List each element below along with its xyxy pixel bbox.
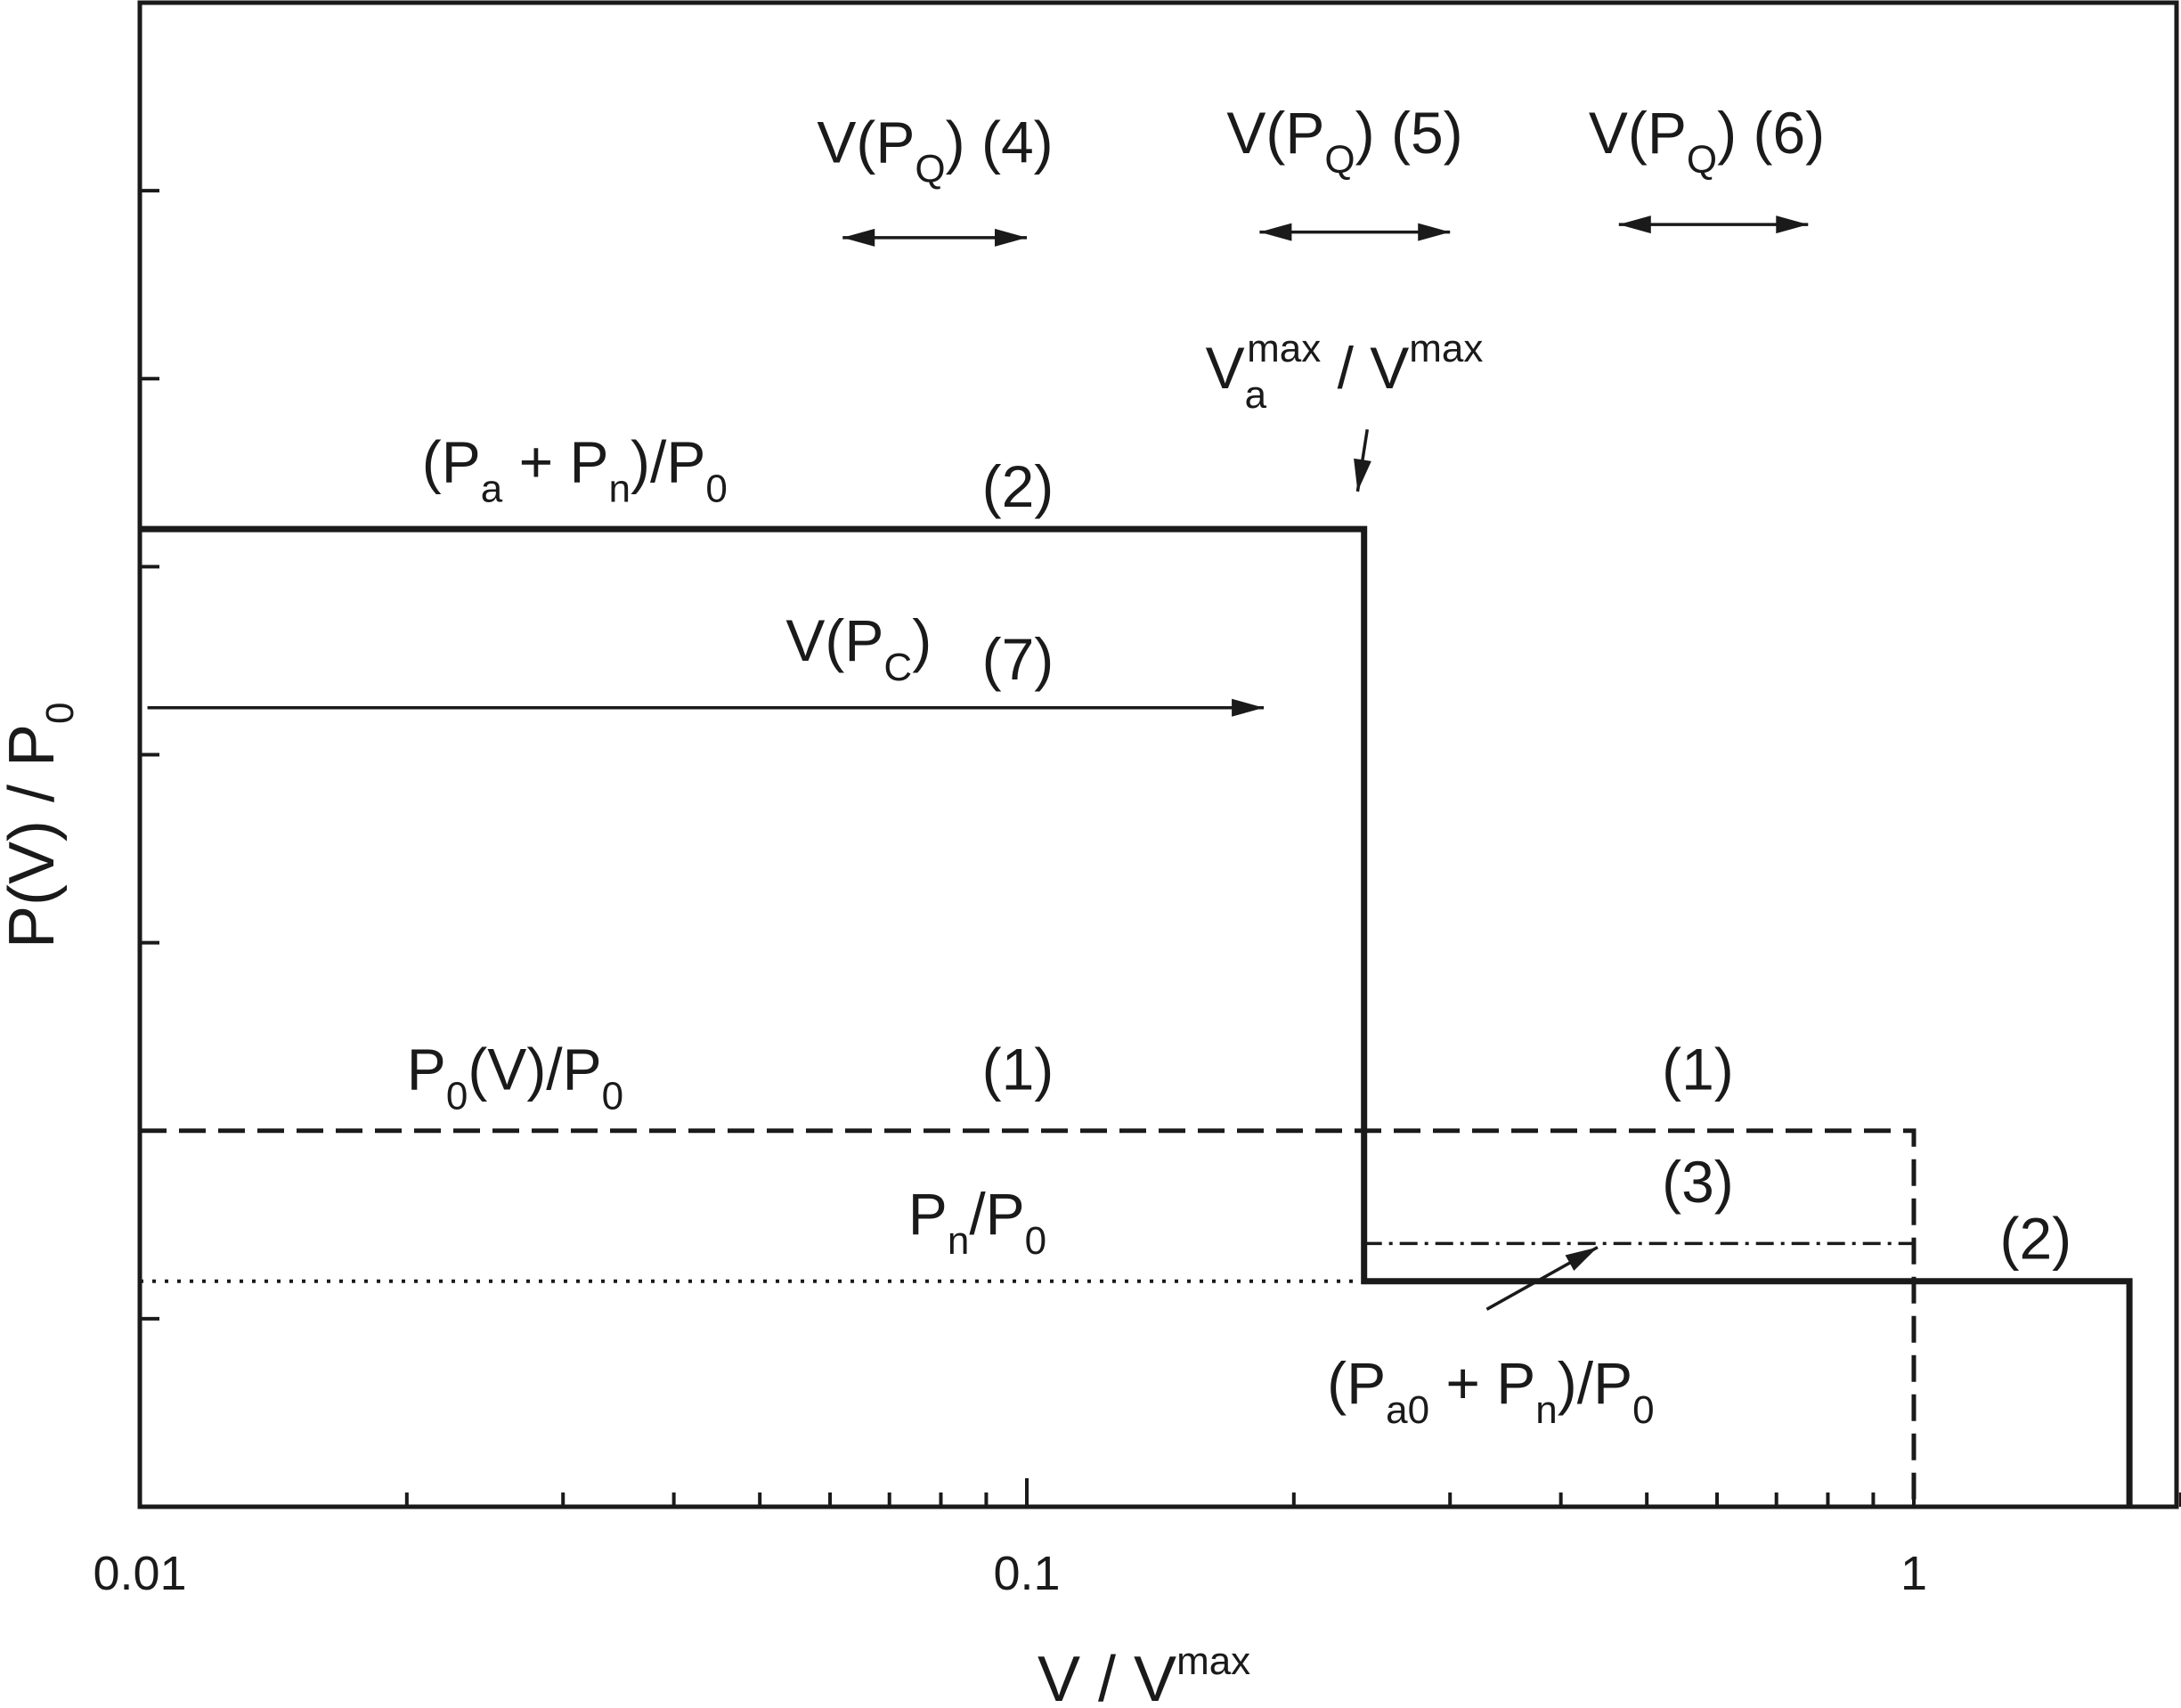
annotation-lab1a: (1) [982,1036,1054,1102]
x-tick-labels: 0.01 0.1 1 [93,1547,1927,1600]
text-part: ) (5) [1355,100,1463,166]
text-part: (3) [1662,1149,1734,1215]
annotation-pn: Pn/P0 [908,1181,1046,1263]
annotation-vpq6: V(PQ) (6) [1589,100,1825,182]
text-part: (V)/P [468,1036,601,1102]
text-part: (1) [982,1036,1054,1102]
annotation-lab2a: (2) [982,453,1054,519]
text-part: P [908,1181,948,1247]
arrow-7-head-end [1232,698,1265,717]
series-s2 [140,525,2133,1507]
annotation-lab1b: (1) [1662,1036,1734,1102]
text-part: V(P [1226,100,1324,166]
text-part: 0 [602,1074,623,1118]
text-part: a [481,467,503,510]
x-tick-label-0: 0.01 [93,1547,186,1600]
x-axis-title: V / Vmax [1038,1639,1250,1708]
text-part: (7) [982,626,1054,692]
arrow-5-head-start [1259,223,1292,241]
text-part: / V [1321,335,1409,401]
annotation-p0v: P0(V)/P0 [407,1036,623,1118]
text-part: P(V) / P [0,724,68,948]
text-part: V(P [785,607,883,673]
arrow-6-head-end [1776,216,1809,234]
arrow-4-head-start [842,228,875,247]
text-part: 0 [1025,1219,1046,1263]
text-part: (1) [1662,1036,1734,1102]
annotation-vpq5: V(PQ) (5) [1226,100,1462,182]
text-part: ) (4) [946,110,1054,175]
annotation-pa0: (Pa0 + Pn)/P0 [1327,1350,1655,1432]
text-part: ) [912,607,932,673]
series-s1 [140,1128,1917,1507]
text-part: 0 [446,1074,468,1118]
arrow-vmax-head-end [1354,458,1371,492]
x-tick-label-1: 0.1 [993,1547,1060,1600]
text-part: + P [1429,1350,1535,1416]
arrow-6-head-start [1618,216,1651,234]
text-part: Q [1324,138,1355,182]
arrow-4-head-end [995,228,1027,247]
text-part: (2) [2000,1205,2072,1271]
text-part: /P [969,1181,1024,1247]
text-part: a0 [1386,1388,1429,1432]
text-part: )/P [1558,1350,1632,1416]
annotation-lab2b: (2) [2000,1205,2072,1271]
text-part: n [609,467,631,510]
text-part: 0 [705,467,727,510]
x-tick-label-2: 1 [1900,1547,1927,1600]
text-part: V / V [1038,1644,1176,1708]
text-part: P [407,1036,446,1102]
arrow-5-head-end [1418,223,1451,241]
annotation-pa_pn: (Pa + Pn)/P0 [422,428,728,510]
text-part: V(P [817,110,915,175]
text-part: (P [422,428,481,494]
text-part: max [1176,1639,1250,1683]
annotation-layer: V(PQ) (4) V(PQ) (5) V(PQ) (6)Vamax / Vmax(… [407,100,2071,1432]
text-part: a [1245,373,1267,417]
text-part: max [1409,327,1483,370]
text-part: max [1247,327,1321,370]
annotation-lab7: (7) [982,626,1054,692]
text-part: n [1535,1388,1557,1432]
text-part: V [1206,335,1245,401]
y-axis-title: P(V) / P0 [0,702,82,948]
annotation-vpc: V(PC) [785,607,932,689]
text-part: 0 [38,702,82,723]
text-part: Q [915,148,945,191]
text-part: V(P [1589,100,1687,166]
text-part: C [883,646,912,689]
text-part: )/P [631,428,705,494]
text-part: Q [1687,138,1717,182]
annotation-vpq4: V(PQ) (4) [817,110,1053,191]
series-layer [140,525,2133,1507]
arrow-layer [147,216,1809,1311]
text-part: n [948,1219,969,1263]
text-part: + P [502,428,608,494]
axis-ticks [138,189,2181,1507]
text-part: (2) [982,453,1054,519]
annotation-vmax: Vamax / Vmax [1206,327,1484,417]
text-part: 0 [1632,1388,1654,1432]
arrow-pa0-head-end [1565,1247,1598,1271]
text-part: ) (6) [1717,100,1825,166]
text-part: (P [1327,1350,1386,1416]
annotation-lab3: (3) [1662,1149,1734,1215]
